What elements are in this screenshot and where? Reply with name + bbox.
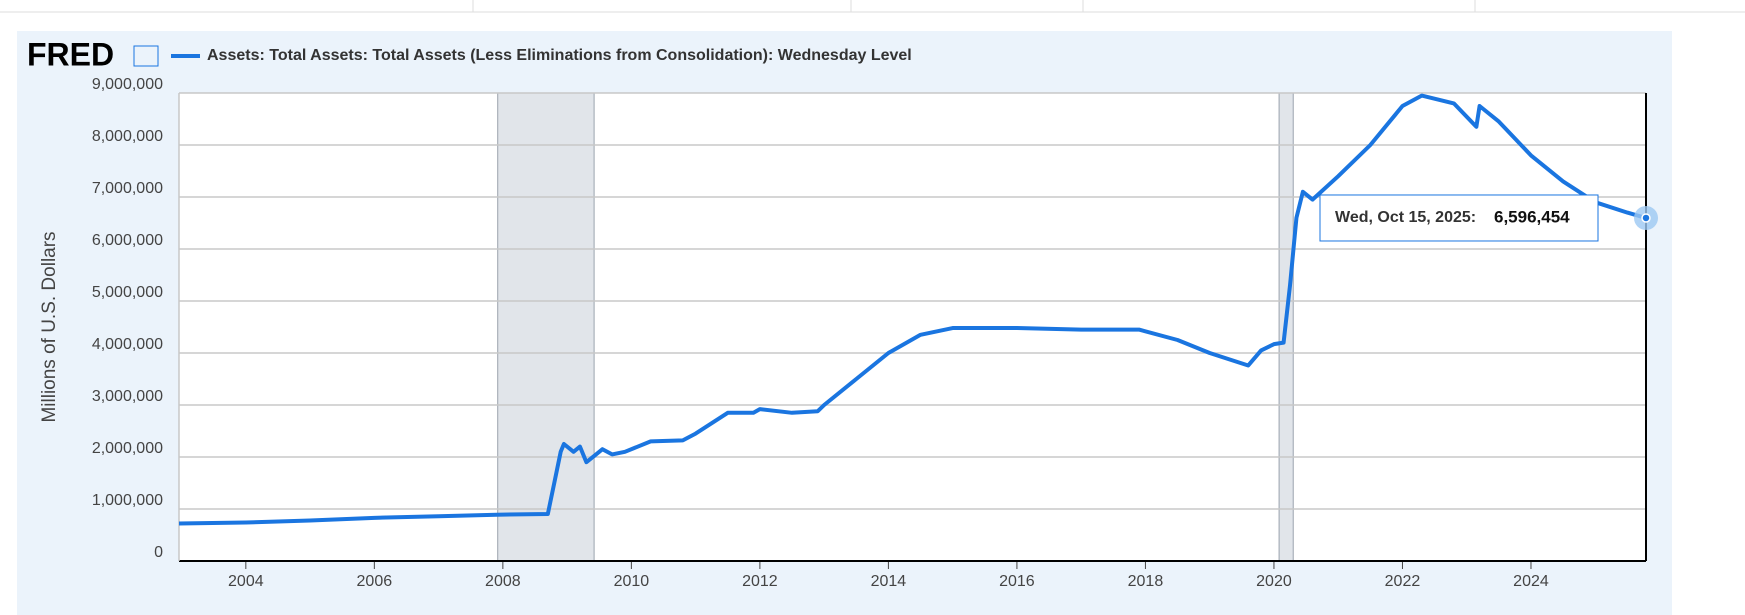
x-tick-label: 2006 — [357, 573, 393, 590]
y-tick-label: 7,000,000 — [92, 180, 163, 197]
logo: FRED — [27, 36, 114, 72]
y-tick-label: 6,000,000 — [92, 232, 163, 249]
x-tick-label: 2018 — [1128, 573, 1164, 590]
x-tick-label: 2012 — [742, 573, 778, 590]
x-tick-label: 2010 — [614, 573, 650, 590]
hover-point — [1641, 213, 1651, 223]
top-tabs — [0, 0, 1745, 13]
x-tick-label: 2008 — [485, 573, 521, 590]
y-tick-label: 5,000,000 — [92, 284, 163, 301]
x-tick-label: 2014 — [871, 573, 907, 590]
x-tick-label: 2024 — [1513, 573, 1549, 590]
y-axis-label: Millions of U.S. Dollars — [39, 231, 60, 422]
y-tick-label: 3,000,000 — [92, 388, 163, 405]
plot-area — [179, 93, 1646, 561]
recession-shade — [497, 92, 595, 562]
tooltip-value: 6,596,454 — [1494, 207, 1570, 226]
legend-label: Assets: Total Assets: Total Assets (Less… — [207, 47, 912, 64]
y-tick-label: 8,000,000 — [92, 128, 163, 145]
x-tick-label: 2004 — [228, 573, 264, 590]
x-tick-label: 2020 — [1256, 573, 1292, 590]
y-tick-label: 2,000,000 — [92, 440, 163, 457]
x-tick-label: 2016 — [999, 573, 1035, 590]
y-tick-label: 9,000,000 — [92, 76, 163, 93]
x-tick-label: 2022 — [1385, 573, 1421, 590]
y-tick-label: 4,000,000 — [92, 336, 163, 353]
y-tick-label: 0 — [154, 544, 163, 561]
series-line — [178, 93, 1647, 526]
logo-icon — [133, 45, 159, 67]
tooltip-date: Wed, Oct 15, 2025: — [1335, 209, 1476, 226]
y-tick-label: 1,000,000 — [92, 492, 163, 509]
tooltip-box — [1319, 194, 1599, 242]
